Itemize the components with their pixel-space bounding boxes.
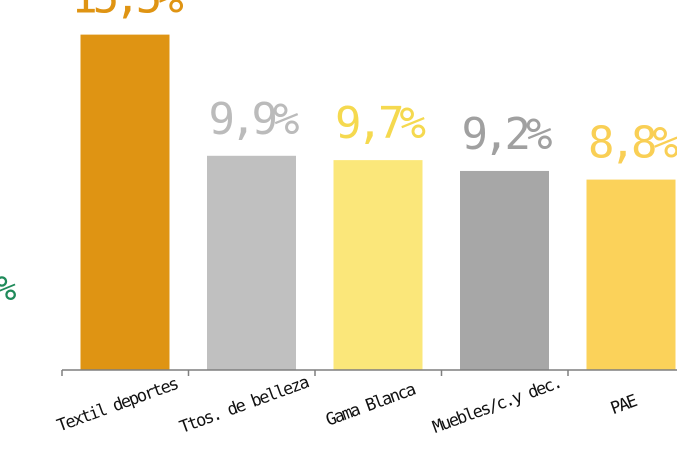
bars-group	[80, 34, 676, 371]
category-label-5: PAE	[608, 391, 640, 419]
category-label-4: Muebles/c.y dec.	[430, 373, 564, 438]
bar-1	[80, 34, 170, 371]
category-label-3: Gama Blanca	[323, 380, 418, 431]
bar-3	[333, 160, 423, 370]
value-label-1: 15,5%	[71, 0, 183, 24]
value-labels-group: 15,5% 9,9% 9,7% 9,2% 8,8%	[71, 0, 677, 169]
value-label-4: 9,2%	[462, 109, 552, 160]
category-label-2: Ttos. de belleza	[177, 373, 311, 438]
value-label-3: 9,7%	[335, 98, 425, 149]
x-axis	[61, 369, 677, 376]
partial-left-label: %	[0, 269, 16, 309]
bar-4	[460, 170, 549, 370]
value-label-5: 8,8%	[588, 118, 677, 169]
bar-5	[586, 179, 676, 370]
value-label-2: 9,9%	[209, 94, 299, 145]
bar-2	[207, 155, 296, 370]
category-label-1: Textil deportes	[54, 374, 180, 436]
